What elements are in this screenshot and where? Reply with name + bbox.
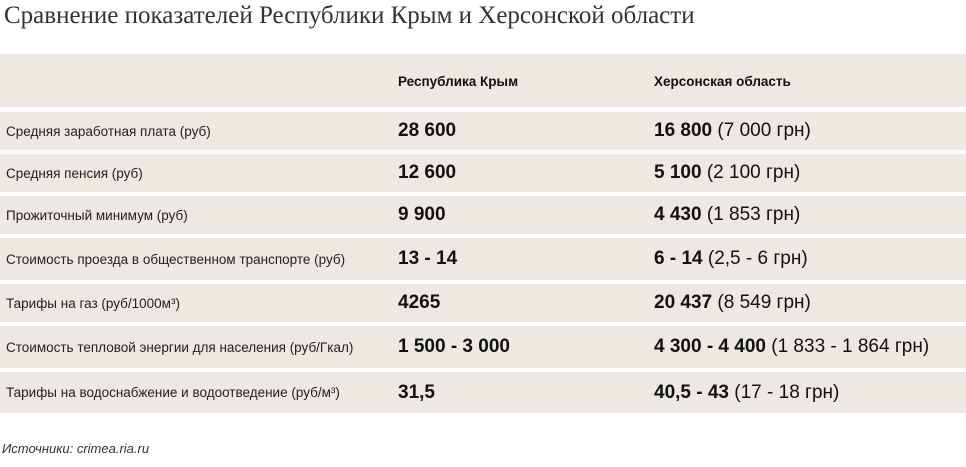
table-row: Прожиточный минимум (руб) 9 900 4 430 (1… [0,196,966,234]
crimea-value: 1 500 - 3 000 [398,336,510,357]
kherson-value-cell: 4 430 (1 853 грн) [654,204,966,226]
crimea-value: 4265 [398,292,441,313]
kherson-value-cell: 6 - 14 (2,5 - 6 грн) [654,248,966,270]
source-note: Источники: crimea.ria.ru [2,441,150,456]
kherson-value-uah: (2 100 грн) [701,162,801,183]
row-label: Стоимость тепловой энергии для населения… [6,339,354,355]
kherson-value: 6 - 14 [654,248,703,269]
page-title: Сравнение показателей Республики Крым и … [4,2,695,29]
crimea-value: 9 900 [398,204,446,225]
kherson-value: 16 800 [654,120,713,141]
kherson-value-cell: 4 300 - 4 400 (1 833 - 1 864 грн) [654,336,966,358]
table-row: Тарифы на газ (руб/1000м³) 4265 20 437 (… [0,284,966,322]
crimea-value: 12 600 [398,162,457,183]
crimea-value: 28 600 [398,120,457,141]
column-header-crimea: Республика Крым [398,73,519,89]
kherson-value-uah: (1 833 - 1 864 грн) [765,336,930,357]
row-label: Стоимость проезда в общественном транспо… [6,251,346,267]
kherson-value-cell: 20 437 (8 549 грн) [654,292,966,314]
kherson-value-cell: 5 100 (2 100 грн) [654,162,966,184]
kherson-value-cell: 40,5 - 43 (17 - 18 грн) [654,382,966,404]
kherson-value-uah: (8 549 грн) [712,292,811,313]
kherson-value-uah: (17 - 18 грн) [729,381,840,403]
table-header-row: Республика Крым Херсонская область [0,54,966,107]
kherson-value-uah: (7 000 грн) [712,120,811,141]
kherson-value: 20 437 [654,292,713,313]
table-row: Стоимость проезда в общественном транспо… [0,238,966,280]
row-label: Тарифы на газ (руб/1000м³) [6,295,180,311]
table-row: Средняя пенсия (руб) 12 600 5 100 (2 100… [0,154,966,192]
row-label: Средняя заработная плата (руб) [6,123,211,139]
kherson-value: 4 430 [654,204,702,225]
row-label: Тарифы на водоснабжение и водоотведение … [6,385,340,400]
kherson-value: 40,5 - 43 [654,381,729,403]
kherson-value: 5 100 [654,162,702,183]
comparison-table: Республика Крым Херсонская область Средн… [0,54,966,413]
crimea-value: 13 - 14 [398,248,458,269]
kherson-value-uah: (1 853 грн) [701,204,801,225]
table-row: Тарифы на водоснабжение и водоотведение … [0,372,966,413]
crimea-value: 31,5 [398,381,435,403]
table-row: Стоимость тепловой энергии для населения… [0,326,966,368]
row-label: Прожиточный минимум (руб) [6,207,188,223]
kherson-value-uah: (2,5 - 6 грн) [702,248,808,269]
row-label: Средняя пенсия (руб) [6,165,143,181]
kherson-value: 4 300 - 4 400 [654,336,766,357]
kherson-value-cell: 16 800 (7 000 грн) [654,120,966,142]
column-header-kherson: Херсонская область [654,73,791,89]
table-row: Средняя заработная плата (руб) 28 600 16… [0,112,966,150]
